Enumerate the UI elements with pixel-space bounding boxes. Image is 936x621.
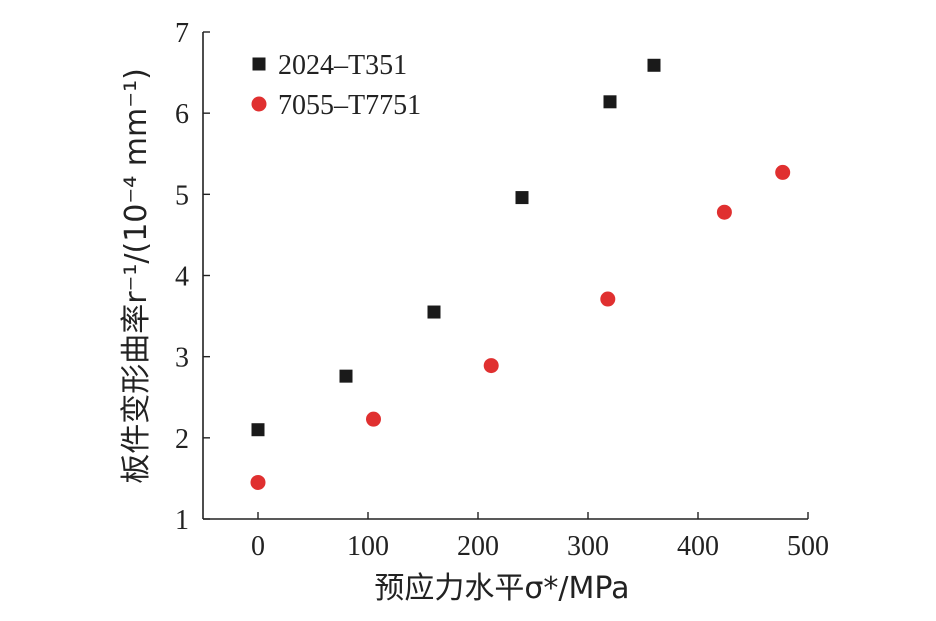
y-axis-title: 板件变形曲率r⁻¹/(10⁻⁴ mm⁻¹) [119,68,154,484]
x-tick-label: 300 [567,531,609,562]
legend: 2024–T351 7055–T7751 [251,50,421,121]
data-point-square [603,95,617,109]
x-tick-label: 0 [251,531,265,562]
data-point-circle [483,358,499,374]
y-tick-label: 3 [175,343,189,374]
data-point-square [647,58,661,72]
x-tick-label: 500 [787,531,829,562]
x-tick-label: 200 [457,531,499,562]
x-tick-label: 400 [677,531,719,562]
x-tick-label: 100 [347,531,389,562]
legend-label: 2024–T351 [278,50,407,81]
y-tick-label: 2 [175,424,189,455]
x-axis-title: 预应力水平σ*/MPa [374,571,629,606]
legend-marker-circle [251,96,267,112]
y-tick-label: 4 [175,262,189,293]
legend-marker-square [252,57,266,71]
y-tick-label: 7 [175,18,189,49]
data-points [250,58,791,490]
data-point-square [251,423,265,437]
data-point-square [515,191,529,205]
data-point-circle [600,291,616,307]
y-tick-label: 5 [175,180,189,211]
data-point-circle [775,164,791,180]
ticks: 0 100 200 300 400 500 1 2 3 4 5 6 7 [175,18,829,562]
data-point-circle [250,474,266,490]
data-point-square [339,369,353,383]
y-tick-label: 1 [175,505,189,536]
data-point-circle [366,411,381,427]
data-point-square [427,305,441,319]
data-point-circle [716,204,732,220]
y-tick-label: 6 [175,99,189,130]
legend-label: 7055–T7751 [278,90,421,121]
